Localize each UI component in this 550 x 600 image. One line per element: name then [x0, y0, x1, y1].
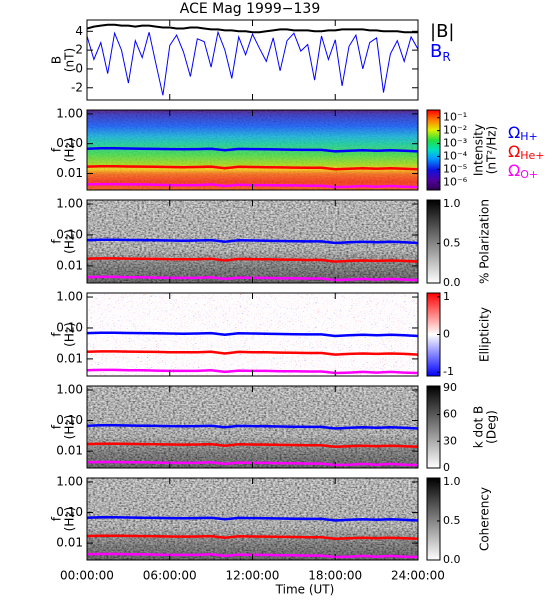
y-axis-label: f [50, 332, 64, 337]
gyrofrequency-line [87, 424, 418, 430]
y-axis-label: (Hz) [63, 415, 77, 440]
colorbar [426, 385, 441, 469]
colorbar-tick-label: 0.0 [443, 276, 461, 289]
y-tick-label: 0.01 [56, 166, 83, 180]
y-tick-label: 1.00 [56, 197, 83, 211]
gyrofrequency-line [87, 534, 418, 541]
x-tick-label: 24:00:00 [391, 569, 445, 583]
colorbar-label: (Deg) [485, 410, 499, 444]
y-tick-label: 4 [75, 24, 83, 38]
y-tick-label: 1.00 [56, 106, 83, 120]
ion-label: ΩH+ [508, 123, 538, 144]
x-tick-label: 12:00:00 [226, 569, 280, 583]
legend-entry: |B| [430, 21, 454, 42]
gyrofrequency-line [87, 257, 418, 263]
gyrofrequency-line [87, 516, 418, 522]
colorbar-tick-label: 10⁻⁵ [443, 162, 467, 175]
y-tick-label: 0.10 [56, 227, 83, 241]
colorbar-label: Ellipticity [478, 307, 492, 362]
y-axis-label: (Hz) [63, 138, 77, 163]
gyrofrequency-line [87, 165, 418, 171]
ion-label: ΩO+ [508, 161, 538, 182]
colorbar-tick-label: 0 [443, 461, 450, 474]
y-tick-label: -2 [71, 80, 83, 94]
colorbar-tick-label: 0.0 [443, 553, 461, 566]
ion-label: ΩHe+ [508, 142, 545, 163]
colorbar-tick-label: 1.0 [443, 475, 461, 488]
y-axis-label: (Hz) [63, 229, 77, 254]
colorbar-label: Intensity [472, 124, 486, 176]
legend-entry: BR [430, 41, 451, 64]
gyrofrequency-line [87, 350, 418, 356]
colorbar-label: k dot B [472, 406, 486, 448]
y-tick-label: 0.01 [56, 351, 83, 365]
y-tick-label: 1.00 [56, 382, 83, 396]
y-tick-label: 1.00 [56, 290, 83, 304]
colorbar [426, 477, 441, 561]
y-axis-label: f [50, 516, 64, 521]
colorbar-tick-label: 1.0 [443, 197, 461, 210]
y-tick-label: 0.10 [56, 505, 83, 519]
colorbar [426, 199, 441, 284]
colorbar-tick-label: 10⁻⁴ [443, 149, 468, 162]
y-axis-label: (nT) [63, 48, 77, 72]
y-tick-label: 0.01 [56, 258, 83, 272]
colorbar-label: Coherency [478, 487, 492, 551]
y-axis-label: f [50, 424, 64, 429]
x-axis-title: Time (UT) [275, 583, 335, 597]
y-tick-label: 0.01 [56, 536, 83, 550]
gyrofrequency-line [87, 238, 418, 245]
colorbar [426, 109, 441, 191]
data-line [87, 23, 418, 34]
colorbar-label: (nT²/Hz) [485, 126, 499, 174]
colorbar-tick-label: 10⁻³ [443, 137, 467, 150]
colorbar-tick-label: 10⁻² [443, 124, 467, 137]
colorbar-tick-label: 0.5 [443, 514, 461, 527]
colorbar-tick-label: 30 [443, 434, 457, 447]
y-tick-label: 0.10 [56, 320, 83, 334]
y-axis-label: (Hz) [63, 322, 77, 347]
x-tick-label: 06:00:00 [143, 569, 197, 583]
y-tick-label: 0 [75, 61, 83, 75]
colorbar-tick-label: 1 [443, 290, 450, 303]
colorbar-tick-label: 0.5 [443, 236, 461, 249]
y-tick-label: 0.01 [56, 444, 83, 458]
y-axis-label: f [50, 239, 64, 244]
colorbar-tick-label: 10⁻⁶ [443, 175, 468, 188]
y-tick-label: 0.10 [56, 413, 83, 427]
colorbar-tick-label: 60 [443, 408, 457, 421]
gyrofrequency-line [87, 331, 418, 338]
gyrofrequency-line [87, 442, 418, 449]
x-tick-label: 00:00:00 [60, 569, 114, 583]
y-axis-label: (Hz) [63, 507, 77, 532]
colorbar-label: % Polarization [478, 199, 492, 284]
colorbar-tick-label: -1 [443, 365, 454, 378]
y-tick-label: 1.00 [56, 474, 83, 488]
colorbar-tick-label: 10⁻¹ [443, 111, 467, 124]
gyrofrequency-line [87, 147, 418, 153]
data-line [87, 30, 418, 96]
y-axis-label: B [50, 56, 64, 64]
y-axis-label: f [50, 147, 64, 152]
y-tick-label: 2 [75, 43, 83, 57]
colorbar-tick-label: 0 [443, 328, 450, 341]
colorbar-tick-label: 90 [443, 381, 457, 394]
x-tick-label: 18:00:00 [308, 569, 362, 583]
y-tick-label: 0.10 [56, 136, 83, 150]
chart-title: ACE Mag 1999−139 [180, 1, 320, 17]
